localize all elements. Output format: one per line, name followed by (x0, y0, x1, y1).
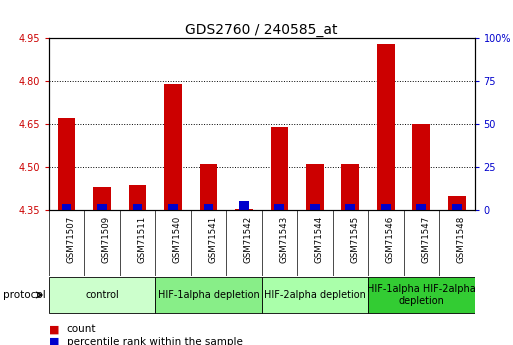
Bar (155, 277, 262, 313)
Text: GSM71507: GSM71507 (67, 216, 75, 263)
Bar (204, 204, 213, 210)
Text: GSM71544: GSM71544 (315, 216, 324, 263)
Bar (93, 187, 111, 210)
Bar (448, 196, 466, 210)
Text: GSM71542: GSM71542 (244, 216, 253, 263)
Bar (274, 204, 284, 210)
Text: GSM71541: GSM71541 (208, 216, 218, 263)
Text: GSM71548: GSM71548 (457, 216, 466, 263)
Bar (57, 118, 75, 210)
Text: GSM71509: GSM71509 (102, 216, 111, 263)
Bar (381, 204, 391, 210)
Bar (129, 185, 146, 210)
Bar (417, 204, 426, 210)
Bar (49, 277, 155, 313)
Text: GSM71540: GSM71540 (173, 216, 182, 263)
Text: GSM71545: GSM71545 (350, 216, 359, 263)
Text: ■: ■ (49, 337, 59, 345)
Bar (368, 277, 475, 313)
Title: GDS2760 / 240585_at: GDS2760 / 240585_at (185, 23, 338, 37)
Bar (306, 165, 324, 210)
Bar (262, 277, 368, 313)
Bar (97, 204, 107, 210)
Text: GSM71547: GSM71547 (421, 216, 430, 263)
Bar (342, 165, 359, 210)
Bar (239, 201, 249, 210)
Text: ■: ■ (49, 325, 59, 334)
Text: count: count (67, 325, 96, 334)
Bar (270, 127, 288, 210)
Text: protocol: protocol (3, 290, 45, 300)
Text: percentile rank within the sample: percentile rank within the sample (67, 337, 243, 345)
Bar (452, 204, 462, 210)
Text: HIF-1alpha HIF-2alpha
depletion: HIF-1alpha HIF-2alpha depletion (367, 284, 476, 306)
Text: control: control (85, 290, 119, 300)
Text: GSM71543: GSM71543 (280, 216, 288, 263)
Text: HIF-2alpha depletion: HIF-2alpha depletion (264, 290, 366, 300)
Bar (412, 124, 430, 210)
Text: HIF-1alpha depletion: HIF-1alpha depletion (157, 290, 259, 300)
Bar (235, 209, 253, 210)
Bar (345, 204, 355, 210)
Text: GSM71546: GSM71546 (386, 216, 395, 263)
Bar (310, 204, 320, 210)
Bar (168, 204, 178, 210)
Bar (200, 165, 218, 210)
Bar (132, 204, 142, 210)
Text: GSM71511: GSM71511 (137, 216, 146, 263)
Bar (377, 44, 394, 210)
Bar (62, 204, 71, 210)
Bar (164, 84, 182, 210)
